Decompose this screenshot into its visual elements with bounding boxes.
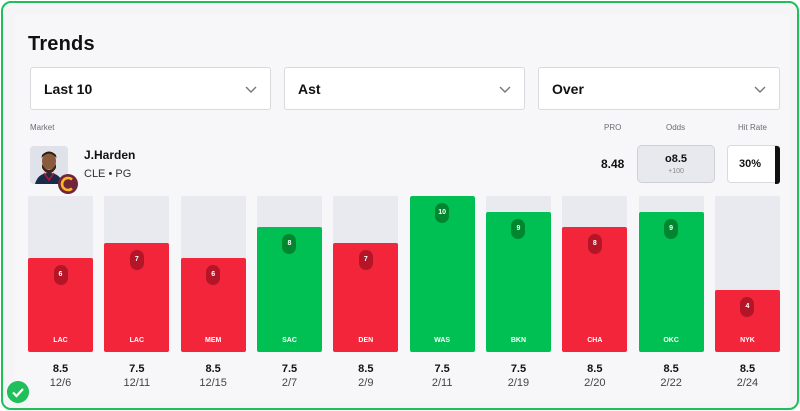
page-title: Trends — [28, 33, 95, 55]
game-date-label: 12/15 — [199, 377, 227, 389]
game-column[interactable]: 7 LAC 7.5 12/11 — [104, 196, 170, 391]
odds-header: Odds — [666, 123, 686, 132]
game-date-label: 2/9 — [358, 377, 374, 389]
check-circle-icon — [7, 381, 29, 403]
market-header: Market — [30, 123, 55, 132]
prop-line-label: 7.5 — [510, 363, 527, 375]
chevron-down-icon — [754, 86, 766, 93]
bar-value-label: 8 — [587, 234, 602, 254]
bar-track: 8 SAC — [256, 196, 322, 352]
prop-line-label: 8.5 — [663, 363, 679, 375]
bar-value-label: 9 — [511, 219, 526, 239]
range-dropdown[interactable]: Last 10 — [30, 67, 271, 110]
pro-projection: 8.48 — [601, 157, 625, 171]
opponent-label: LAC — [53, 337, 68, 344]
game-column[interactable]: 6 MEM 8.5 12/15 — [180, 196, 246, 391]
odds-line: o8.5 — [664, 153, 687, 165]
bar-track: 9 OKC — [638, 196, 704, 352]
bar-track: 7 LAC — [104, 196, 170, 352]
opponent-label: LAC — [129, 337, 145, 344]
hit-rate-indicator — [775, 146, 780, 184]
bar-value-label: 7 — [358, 250, 373, 270]
game-bar: 6 MEM — [180, 258, 246, 352]
game-bar: 10 WAS — [409, 196, 475, 352]
game-bar: 9 BKN — [485, 212, 551, 352]
game-column[interactable]: 8 SAC 7.5 2/7 — [256, 196, 322, 391]
game-date-label: 12/11 — [123, 377, 151, 389]
bar-value-label: 4 — [740, 297, 755, 317]
game-bar: 8 CHA — [562, 227, 628, 352]
game-column[interactable]: 7 DEN 8.5 2/9 — [333, 196, 399, 391]
bar-value-label: 10 — [435, 203, 450, 223]
bar-track: 9 BKN — [485, 196, 551, 352]
opponent-label: MEM — [204, 337, 222, 344]
bar-value-label: 7 — [129, 250, 144, 270]
game-date-label: 2/22 — [660, 377, 682, 389]
bar-value-label: 6 — [206, 265, 221, 285]
opponent-label: SAC — [282, 337, 297, 344]
prop-line-label: 8.5 — [739, 363, 756, 375]
bar-track: 4 NYK — [714, 196, 780, 352]
opponent-label: DEN — [358, 337, 374, 344]
game-bar: 6 LAC — [28, 258, 93, 352]
bar-value-label: 6 — [53, 265, 68, 285]
prop-line-label: 7.5 — [434, 363, 450, 375]
game-bar: 9 OKC — [638, 212, 704, 352]
game-bar: 7 LAC — [104, 243, 170, 352]
opponent-label: WAS — [434, 337, 451, 344]
prop-line-label: 8.5 — [205, 363, 221, 375]
stat-dropdown-label: Ast — [298, 81, 321, 97]
opponent-label: NYK — [740, 337, 755, 344]
game-column[interactable]: 6 LAC 8.5 12/6 — [28, 196, 93, 391]
bar-track: 10 WAS — [409, 196, 475, 352]
direction-dropdown-label: Over — [552, 81, 584, 97]
odds-price: +100 — [668, 168, 684, 175]
chevron-down-icon — [499, 86, 511, 93]
player-name: J.Harden — [84, 148, 136, 162]
game-bar: 7 DEN — [333, 243, 399, 352]
game-bar: 8 SAC — [256, 227, 322, 352]
prop-line-label: 7.5 — [129, 363, 145, 375]
range-dropdown-label: Last 10 — [44, 81, 93, 97]
game-bar: 4 NYK — [714, 290, 780, 352]
stat-dropdown[interactable]: Ast — [284, 67, 525, 110]
game-date-label: 2/24 — [736, 377, 759, 389]
bar-track: 7 DEN — [333, 196, 399, 352]
prop-line-label: 8.5 — [587, 363, 603, 375]
game-date-label: 2/11 — [431, 377, 453, 389]
bar-track: 8 CHA — [562, 196, 628, 352]
prop-line-label: 8.5 — [52, 363, 69, 375]
opponent-label: CHA — [587, 337, 603, 344]
bar-value-label: 9 — [664, 219, 679, 239]
bar-value-label: 8 — [282, 234, 297, 254]
game-date-label: 2/7 — [281, 377, 298, 389]
bar-track: 6 LAC — [28, 196, 93, 352]
game-date-label: 12/6 — [49, 377, 72, 389]
pro-header: PRO — [604, 123, 622, 132]
game-column[interactable]: 8 CHA 8.5 2/20 — [562, 196, 628, 391]
hit-rate-box: 30% — [727, 145, 780, 184]
game-column[interactable]: 4 NYK 8.5 2/24 — [714, 196, 780, 391]
game-date-label: 2/20 — [584, 377, 606, 389]
prop-line-label: 7.5 — [281, 363, 298, 375]
team-logo-icon — [58, 174, 78, 194]
bar-track: 6 MEM — [180, 196, 246, 352]
prop-line-label: 8.5 — [358, 363, 374, 375]
hit-rate-value: 30% — [739, 158, 762, 170]
game-date-label: 2/19 — [507, 377, 530, 389]
opponent-label: BKN — [510, 337, 527, 344]
opponent-label: OKC — [663, 337, 679, 344]
game-column[interactable]: 9 OKC 8.5 2/22 — [638, 196, 704, 391]
game-column[interactable]: 9 BKN 7.5 2/19 — [485, 196, 551, 391]
chevron-down-icon — [245, 86, 257, 93]
trends-bar-chart: 6 LAC 8.5 12/6 7 LAC 7.5 12/11 6 MEM 8.5 12/15 8 SAC 7… — [28, 196, 780, 391]
game-column[interactable]: 10 WAS 7.5 2/11 — [409, 196, 475, 391]
direction-dropdown[interactable]: Over — [538, 67, 780, 110]
player-team-position: CLE • PG — [84, 168, 132, 180]
hit-rate-header: Hit Rate — [738, 123, 767, 132]
odds-button[interactable]: o8.5 +100 — [637, 145, 715, 183]
